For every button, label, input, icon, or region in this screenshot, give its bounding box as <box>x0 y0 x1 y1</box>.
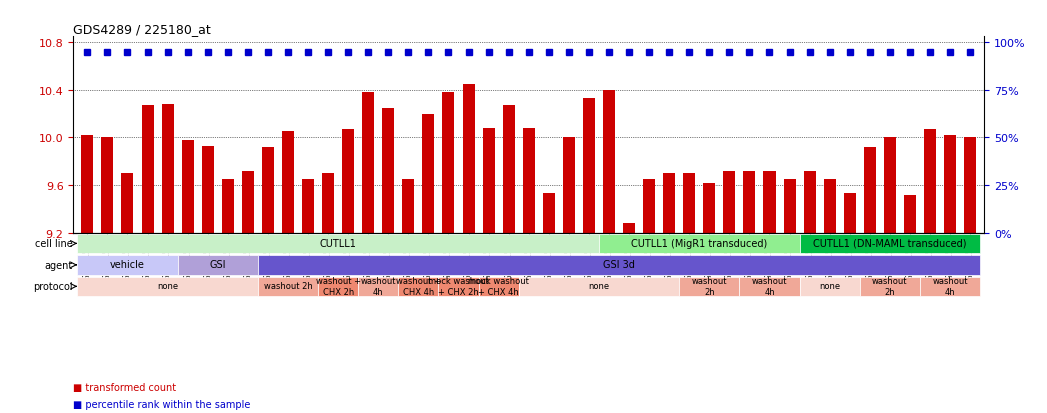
Text: washout +
CHX 4h: washout + CHX 4h <box>396 277 441 296</box>
Bar <box>322 174 334 233</box>
Text: none: none <box>588 282 609 291</box>
Text: mock washout
+ CHX 2h: mock washout + CHX 2h <box>428 277 489 296</box>
FancyBboxPatch shape <box>77 277 258 296</box>
Text: vehicle: vehicle <box>110 260 144 270</box>
Bar <box>342 130 354 233</box>
FancyBboxPatch shape <box>518 277 680 296</box>
Bar <box>282 132 294 233</box>
FancyBboxPatch shape <box>680 277 739 296</box>
FancyBboxPatch shape <box>358 277 398 296</box>
Text: washout
4h: washout 4h <box>752 277 787 296</box>
Text: none: none <box>819 282 841 291</box>
FancyBboxPatch shape <box>178 256 258 275</box>
FancyBboxPatch shape <box>800 277 860 296</box>
Bar <box>824 180 836 233</box>
Bar <box>102 138 113 233</box>
FancyBboxPatch shape <box>258 256 980 275</box>
Bar <box>463 85 474 233</box>
Bar <box>262 147 274 233</box>
Bar <box>362 93 374 233</box>
Bar <box>563 138 575 233</box>
Bar <box>944 136 956 233</box>
FancyBboxPatch shape <box>478 277 518 296</box>
Text: CUTLL1 (MigR1 transduced): CUTLL1 (MigR1 transduced) <box>631 238 767 248</box>
Bar <box>222 180 233 233</box>
FancyBboxPatch shape <box>800 234 980 254</box>
Bar <box>121 174 133 233</box>
FancyBboxPatch shape <box>258 277 318 296</box>
Bar <box>844 194 855 233</box>
Bar <box>864 147 876 233</box>
Bar <box>804 171 816 233</box>
FancyBboxPatch shape <box>739 277 800 296</box>
Bar <box>904 195 916 233</box>
FancyBboxPatch shape <box>439 277 478 296</box>
FancyBboxPatch shape <box>318 277 358 296</box>
Bar <box>623 223 636 233</box>
Bar <box>884 138 896 233</box>
Bar <box>684 174 695 233</box>
Bar <box>202 146 214 233</box>
Text: none: none <box>157 282 178 291</box>
Text: ■ percentile rank within the sample: ■ percentile rank within the sample <box>73 399 250 409</box>
Bar <box>743 171 756 233</box>
Bar <box>382 108 395 233</box>
Text: CUTLL1: CUTLL1 <box>319 238 357 248</box>
FancyBboxPatch shape <box>77 256 178 275</box>
Bar <box>723 171 735 233</box>
Text: ■ transformed count: ■ transformed count <box>73 382 176 392</box>
Text: CUTLL1 (DN-MAML transduced): CUTLL1 (DN-MAML transduced) <box>814 238 966 248</box>
Bar <box>141 106 154 233</box>
Bar <box>704 183 715 233</box>
Bar <box>783 180 796 233</box>
Bar <box>925 130 936 233</box>
FancyBboxPatch shape <box>398 277 439 296</box>
Bar <box>763 171 776 233</box>
Bar <box>583 99 595 233</box>
Bar <box>663 174 675 233</box>
Text: washout
4h: washout 4h <box>360 277 396 296</box>
Text: washout
2h: washout 2h <box>872 277 908 296</box>
Bar <box>542 194 555 233</box>
Bar <box>503 106 515 233</box>
Text: washout 2h: washout 2h <box>264 282 312 291</box>
Bar <box>443 93 454 233</box>
Text: cell line: cell line <box>36 239 73 249</box>
FancyBboxPatch shape <box>920 277 980 296</box>
Text: GSI: GSI <box>209 260 226 270</box>
Bar <box>402 180 415 233</box>
FancyBboxPatch shape <box>77 234 599 254</box>
Text: washout
4h: washout 4h <box>932 277 967 296</box>
Bar <box>181 140 194 233</box>
Bar <box>422 114 435 233</box>
Bar <box>161 105 174 233</box>
Bar <box>242 171 253 233</box>
Text: mock washout
+ CHX 4h: mock washout + CHX 4h <box>468 277 529 296</box>
Bar <box>643 180 655 233</box>
Bar <box>302 180 314 233</box>
FancyBboxPatch shape <box>860 277 920 296</box>
Bar <box>82 136 93 233</box>
Text: protocol: protocol <box>34 282 73 292</box>
FancyBboxPatch shape <box>599 234 800 254</box>
Bar <box>964 138 976 233</box>
Bar <box>603 90 615 233</box>
Bar <box>522 128 535 233</box>
Text: agent: agent <box>45 260 73 270</box>
Bar <box>483 128 494 233</box>
Text: GSI 3d: GSI 3d <box>603 260 634 270</box>
Text: washout
2h: washout 2h <box>692 277 727 296</box>
Text: washout +
CHX 2h: washout + CHX 2h <box>315 277 360 296</box>
Text: GDS4289 / 225180_at: GDS4289 / 225180_at <box>73 23 211 36</box>
